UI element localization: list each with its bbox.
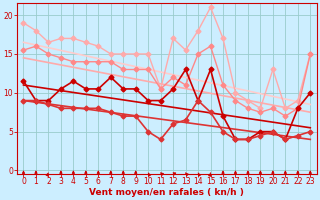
X-axis label: Vent moyen/en rafales ( kn/h ): Vent moyen/en rafales ( kn/h ) (90, 188, 244, 197)
